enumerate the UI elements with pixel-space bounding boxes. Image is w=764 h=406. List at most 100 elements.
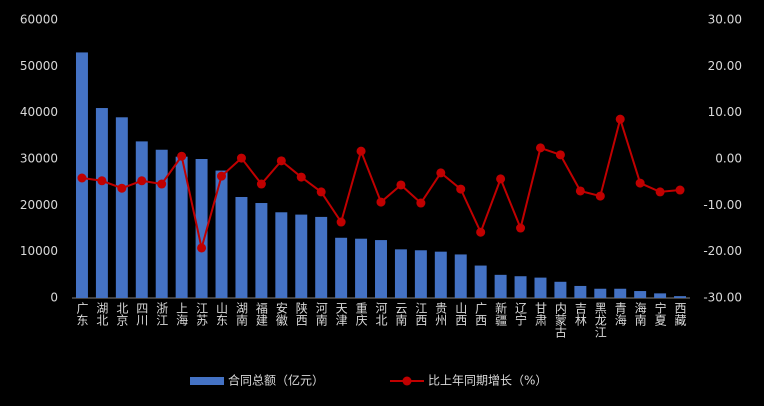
bar	[175, 156, 188, 298]
x-tick-label: 西藏	[673, 302, 687, 327]
y2-tick-label: 10.00	[708, 105, 742, 119]
line-marker	[555, 150, 565, 160]
bar	[634, 291, 647, 298]
x-tick-label: 陕西	[294, 301, 308, 326]
x-tick-label: 重庆	[354, 302, 368, 326]
bar	[275, 212, 288, 298]
x-tick-label: 四川	[135, 302, 149, 326]
y2-tick-label: -10.00	[703, 198, 742, 212]
x-tick-label: 河南	[314, 302, 328, 326]
y2-tick-label: -20.00	[703, 244, 742, 258]
bar	[574, 285, 587, 298]
bar	[454, 254, 467, 298]
x-tick-label: 江西	[414, 302, 428, 326]
bar	[394, 249, 407, 298]
line-marker	[376, 197, 386, 207]
line-marker	[476, 227, 486, 237]
line-marker	[97, 176, 107, 186]
line-marker	[236, 153, 246, 163]
line-marker	[316, 187, 326, 197]
x-tick-label: 云南	[394, 302, 408, 326]
legend-marker	[402, 376, 412, 386]
bar	[355, 238, 368, 298]
x-tick-label: 吉林	[573, 302, 587, 326]
line-marker	[197, 243, 207, 253]
y-tick-label: 0	[50, 291, 58, 305]
bar	[534, 277, 547, 298]
y-tick-label: 40000	[20, 105, 58, 119]
x-tick-label: 浙江	[155, 302, 169, 326]
y-tick-label: 60000	[20, 13, 58, 27]
x-tick-label: 江苏	[195, 302, 209, 326]
x-tick-label: 天津	[334, 302, 348, 326]
legend-label: 合同总额（亿元）	[228, 373, 324, 388]
line-marker	[117, 183, 127, 193]
x-tick-label: 广西	[474, 302, 488, 326]
x-tick-label: 北京	[115, 302, 129, 327]
line-marker	[416, 198, 426, 208]
x-tick-label: 湖北	[95, 301, 109, 327]
x-tick-label: 甘肃	[533, 302, 547, 327]
legend-swatch	[190, 377, 224, 385]
bar	[295, 214, 308, 298]
bar	[335, 237, 348, 298]
y2-tick-label: -30.00	[703, 291, 742, 305]
line-marker	[217, 171, 227, 181]
bar	[155, 149, 168, 298]
line-marker	[276, 156, 286, 166]
line-marker	[436, 168, 446, 178]
bar	[115, 117, 128, 298]
bar	[215, 170, 228, 298]
y-tick-label: 20000	[20, 198, 58, 212]
legend-label: 比上年同期增长（%）	[428, 374, 547, 388]
bar	[255, 203, 268, 298]
line-marker	[256, 179, 266, 189]
line-marker	[516, 223, 526, 233]
x-tick-label: 贵州	[434, 302, 448, 326]
line-marker	[675, 185, 685, 195]
line-marker	[336, 217, 346, 227]
bar	[614, 288, 627, 298]
bar	[554, 281, 567, 298]
x-tick-label: 内蒙古	[553, 302, 567, 338]
line-marker	[137, 176, 147, 186]
y2-tick-label: 20.00	[708, 59, 742, 73]
line-marker	[535, 143, 545, 153]
y-tick-label: 50000	[20, 59, 58, 73]
bar	[375, 240, 387, 298]
line-marker	[595, 191, 605, 201]
line-marker	[77, 173, 87, 183]
x-tick-label: 黑龙江	[593, 302, 607, 338]
x-tick-label: 上海	[175, 302, 189, 326]
bar	[315, 216, 328, 298]
line-marker	[157, 179, 167, 189]
x-tick-label: 河北	[374, 302, 388, 327]
x-tick-label: 广东	[75, 302, 89, 326]
bar	[195, 159, 208, 298]
bar	[414, 250, 427, 298]
bar	[594, 288, 607, 298]
bar	[514, 276, 527, 298]
bar	[674, 296, 687, 298]
x-tick-label: 山西	[454, 302, 468, 326]
x-tick-label: 湖南	[234, 301, 248, 326]
bar	[654, 293, 667, 298]
x-tick-label: 青海	[613, 302, 627, 326]
line-marker	[356, 146, 366, 156]
line-marker	[296, 172, 306, 182]
line-marker	[496, 174, 506, 184]
line-marker	[575, 186, 585, 196]
x-tick-label: 海南	[633, 301, 647, 326]
bar	[135, 141, 148, 298]
y2-tick-label: 30.00	[708, 13, 742, 27]
y2-tick-label: 0.00	[715, 152, 742, 166]
x-tick-label: 福建	[254, 301, 268, 327]
line-marker	[615, 114, 625, 124]
line-marker	[655, 187, 665, 197]
x-tick-label: 新疆	[494, 301, 508, 326]
x-tick-label: 辽宁	[514, 302, 528, 326]
line-marker	[456, 184, 466, 194]
bar	[474, 265, 487, 298]
x-tick-label: 安徽	[274, 301, 288, 326]
